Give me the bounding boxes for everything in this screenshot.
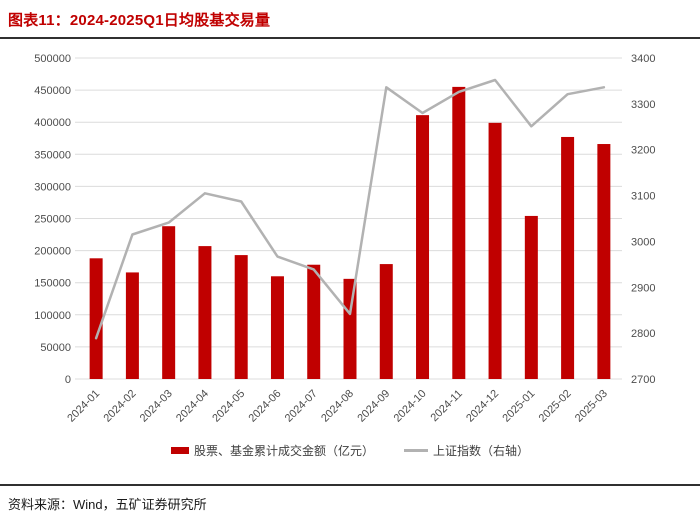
source-bar: 资料来源：Wind，五矿证券研究所: [0, 484, 700, 514]
volume-bar: [561, 136, 575, 379]
x-axis-label: 2024-03: [138, 388, 175, 425]
x-axis-label: 2024-06: [247, 388, 284, 425]
volume-bar: [597, 144, 611, 379]
left-axis-tick-label: 450000: [34, 85, 71, 97]
left-axis-tick-label: 0: [65, 374, 71, 386]
right-axis-tick-label: 3400: [631, 53, 655, 65]
right-axis-tick-label: 3200: [631, 145, 655, 157]
x-axis-label: 2024-07: [283, 388, 320, 425]
left-axis-tick-label: 300000: [34, 181, 71, 193]
left-axis-tick-label: 350000: [34, 149, 71, 161]
volume-bar: [198, 246, 212, 379]
bar-series-swatch-icon: [170, 446, 189, 454]
volume-bar: [89, 258, 103, 379]
right-axis-tick-label: 3100: [631, 191, 655, 203]
volume-bar: [234, 255, 248, 379]
source-text: 资料来源：Wind，五矿证券研究所: [8, 497, 207, 512]
right-axis-tick-label: 3300: [631, 99, 655, 111]
volume-bar: [125, 272, 139, 379]
right-axis-tick-label: 2800: [631, 328, 655, 340]
left-axis-tick-label: 150000: [34, 278, 71, 290]
volume-bar: [162, 226, 176, 379]
chart-legend: 股票、基金累计成交金额（亿元） 上证指数（右轴）: [0, 437, 700, 463]
volume-bar: [416, 115, 430, 379]
x-axis-label: 2024-04: [174, 388, 211, 425]
x-axis-label: 2024-05: [210, 388, 247, 425]
index-line: [94, 78, 606, 340]
left-axis-tick-label: 50000: [40, 342, 71, 354]
volume-bar: [307, 264, 321, 379]
x-axis-label: 2024-12: [464, 388, 501, 425]
trading-volume-chart: 0 50000 100000 150000 200000 250000 300000 3500…: [34, 53, 655, 425]
left-axis-tick-label: 100000: [34, 310, 71, 322]
legend-item-line-series: 上证指数（右轴）: [404, 442, 529, 459]
volume-bar: [524, 215, 538, 379]
volume-bar: [379, 264, 393, 379]
x-axis-label: 2025-03: [573, 388, 610, 425]
x-axis-label: 2024-02: [101, 388, 138, 425]
left-axis-tick-label: 400000: [34, 117, 71, 129]
figure-title: 图表11：2024-2025Q1日均股基交易量: [8, 12, 271, 29]
volume-bar: [452, 86, 466, 379]
x-axis-label: 2024-10: [392, 388, 429, 425]
x-axis-label: 2024-11: [428, 388, 464, 424]
volume-bar: [343, 278, 357, 379]
left-axis-tick-label: 200000: [34, 246, 71, 258]
x-axis-label: 2024-01: [65, 388, 102, 425]
x-axis-label: 2025-01: [500, 388, 537, 425]
left-axis-tick-label: 500000: [34, 53, 71, 65]
volume-bar: [270, 276, 284, 379]
figure-title-bar: 图表11：2024-2025Q1日均股基交易量: [0, 0, 700, 39]
line-series-legend-label: 上证指数（右轴）: [433, 443, 530, 458]
right-axis-tick-label: 3000: [631, 236, 655, 248]
x-axis-label: 2025-02: [537, 388, 574, 425]
line-series-swatch-icon: [404, 448, 428, 452]
right-axis-tick-label: 2700: [631, 374, 655, 386]
x-axis-label: 2024-09: [355, 388, 392, 425]
volume-bar: [488, 122, 502, 379]
x-axis-label: 2024-08: [319, 388, 356, 425]
left-axis-tick-label: 250000: [34, 214, 71, 226]
right-axis-tick-label: 2900: [631, 282, 655, 294]
bar-series-legend-label: 股票、基金累计成交金额（亿元）: [193, 443, 374, 458]
legend-item-bar-series: 股票、基金累计成交金额（亿元）: [170, 442, 374, 459]
